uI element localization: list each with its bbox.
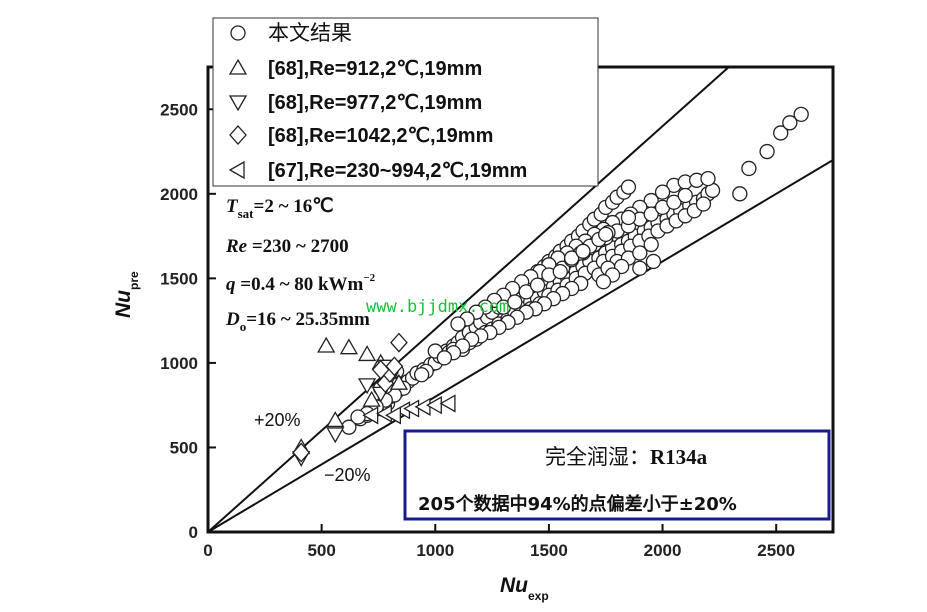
- data-point-diamond: [371, 359, 390, 380]
- x-tick-label: 500: [307, 541, 335, 560]
- y-axis-title: Nupre: [112, 271, 141, 318]
- x-tick-label: 2000: [644, 541, 682, 560]
- data-point-triangle-left: [362, 406, 379, 425]
- legend-entry-4: [67],Re=230~994,2℃,19mm: [268, 160, 527, 182]
- legend-marker-diamond: [229, 125, 247, 145]
- info-box-title: 完全润湿：R134a: [545, 445, 708, 469]
- legend-marker-triangle-down: [228, 95, 248, 112]
- x-tick-label: 1500: [530, 541, 568, 560]
- y-tick-label: 1000: [160, 354, 198, 373]
- legend-box: [212, 17, 599, 187]
- data-point-circle: [350, 409, 366, 425]
- data-point-circle: [741, 160, 757, 177]
- data-point-circle: [595, 274, 612, 290]
- condition-do: Do=16 ~ 25.35mm: [225, 309, 370, 334]
- data-point-circle: [643, 206, 659, 222]
- x-tick-label: 1000: [416, 541, 454, 560]
- condition-tsat: Tsat=2 ~ 16℃: [226, 196, 334, 221]
- info-box-stat: 205个数据中94%的点偏差小于±20%: [418, 493, 737, 515]
- data-point-circle: [782, 115, 798, 131]
- data-points: [292, 106, 809, 467]
- legend-marker-triangle-up: [228, 58, 248, 75]
- legend-entry-0: 本文结果: [268, 21, 352, 45]
- data-point-circle: [700, 170, 716, 187]
- data-point-circle: [773, 125, 789, 141]
- data-point-circle: [632, 245, 648, 261]
- data-point-triangle-down: [326, 427, 345, 444]
- legend-entry-2: [68],Re=977,2℃,19mm: [268, 92, 482, 114]
- data-point-circle: [620, 209, 637, 226]
- x-tick-label: 2500: [757, 541, 795, 560]
- data-point-triangle-left: [425, 396, 442, 415]
- data-point-circle: [620, 179, 637, 195]
- data-point-circle: [552, 263, 568, 280]
- info-box: 完全润湿：R134a 205个数据中94%的点偏差小于±20%: [403, 429, 831, 521]
- data-point-circle: [759, 143, 775, 160]
- legend-entry-3: [68],Re=1042,2℃,19mm: [268, 125, 493, 147]
- data-point-diamond: [390, 332, 408, 353]
- data-point-triangle-up: [362, 390, 381, 407]
- y-tick-label: 2000: [160, 185, 198, 204]
- data-point-triangle-up: [326, 411, 345, 428]
- data-point-circle: [695, 196, 712, 212]
- data-point-circle: [436, 350, 453, 366]
- data-point-triangle-up: [389, 373, 409, 390]
- data-point-circle: [645, 253, 662, 270]
- data-point-diamond: [292, 442, 311, 463]
- y-tick-label: 0: [189, 523, 198, 542]
- y-tick-label: 1500: [160, 269, 198, 288]
- legend-marker-circle: [230, 25, 246, 41]
- x-tick-label: 0: [203, 541, 212, 560]
- y-axis-ticks: 0 500 1000 1500 2000 2500: [160, 100, 216, 542]
- info-box-frame: [403, 429, 831, 521]
- legend-entry-1: [68],Re=912,2℃,19mm: [268, 58, 482, 80]
- data-point-circle: [450, 316, 466, 332]
- legend-markers: [228, 25, 248, 180]
- data-point-circle: [793, 106, 809, 122]
- data-point-triangle-up: [339, 338, 359, 355]
- data-point-circle: [507, 294, 523, 310]
- data-point-circle: [654, 184, 671, 200]
- condition-re: Re =230 ~ 2700: [225, 236, 349, 257]
- data-point-circle: [518, 284, 534, 300]
- data-point-circle: [563, 250, 580, 266]
- data-point-circle: [677, 187, 693, 204]
- data-point-circle: [413, 367, 430, 383]
- legend-marker-triangle-left: [228, 160, 245, 180]
- conditions-text: Tsat=2 ~ 16℃ Re =230 ~ 2700 q =0.4 ~ 80 …: [225, 196, 376, 334]
- data-point-triangle-left: [385, 406, 402, 425]
- data-point-circle: [732, 186, 748, 202]
- data-point-triangle-down: [357, 378, 377, 395]
- data-point-diamond: [385, 356, 404, 377]
- y-tick-label: 500: [170, 438, 198, 457]
- data-point-triangle-left: [439, 394, 456, 413]
- data-point-circle: [575, 243, 591, 259]
- data-point-circle: [341, 419, 357, 435]
- y-tick-label: 2500: [160, 100, 198, 119]
- band-label-minus20: −20%: [324, 465, 371, 485]
- data-point-triangle-up: [357, 345, 377, 362]
- reference-line-1: [207, 159, 834, 533]
- condition-q: q =0.4 ~ 80 kWm−2: [226, 272, 376, 295]
- band-label-plus20: +20%: [254, 410, 301, 430]
- data-point-circle: [643, 236, 659, 253]
- data-point-circle: [529, 277, 546, 293]
- x-axis-title: Nuexp: [500, 574, 549, 603]
- data-point-triangle-up: [317, 336, 336, 353]
- data-point-circle: [666, 194, 682, 210]
- legend: 本文结果 [68],Re=912,2℃,19mm [68],Re=977,2℃,…: [212, 17, 599, 187]
- data-point-circle: [598, 226, 614, 243]
- data-point-circle: [632, 260, 648, 276]
- x-axis-ticks: 0 500 1000 1500 2000 2500: [203, 524, 795, 560]
- watermark-text: www.bjjdmx.com: [366, 297, 509, 317]
